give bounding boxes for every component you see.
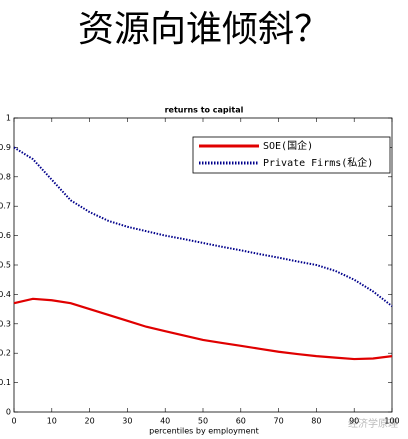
x-tick-label: 90 (349, 417, 359, 426)
y-tick-label: 0.4 (0, 290, 11, 299)
x-tick-label: 80 (311, 417, 321, 426)
y-tick-label: 0.9 (0, 143, 11, 152)
y-tick-label: 0.7 (0, 202, 11, 211)
y-tick-label: 0.3 (0, 319, 11, 328)
y-tick-label: 0.5 (0, 261, 11, 270)
x-tick-label: 50 (198, 417, 208, 426)
legend-label: SOE(国企) (263, 139, 313, 152)
slide-title: 资源向谁倾斜？ (78, 9, 330, 50)
y-tick-label: 0.6 (0, 231, 11, 240)
x-tick-label: 30 (122, 417, 132, 426)
x-tick-label: 70 (274, 417, 284, 426)
legend-label: Private Firms(私企) (263, 156, 373, 169)
y-tick-label: 0.1 (0, 378, 11, 387)
chart-title: returns to capital (165, 106, 244, 115)
y-tick-label: 0.2 (0, 349, 11, 358)
y-tick-label: 0.8 (0, 172, 11, 181)
series-line (13, 297, 393, 361)
y-tick-label: 0 (6, 408, 11, 417)
x-axis-label: percentiles by employment (149, 427, 259, 436)
x-tick-label: 60 (236, 417, 246, 426)
legend-box (192, 136, 391, 174)
x-tick-label: 0 (11, 417, 16, 426)
x-tick-label: 10 (47, 417, 57, 426)
y-tick-label: 1 (6, 114, 11, 123)
x-tick-label: 40 (160, 417, 170, 426)
watermark: 经济学原理 (348, 417, 398, 430)
x-tick-label: 20 (85, 417, 95, 426)
x-tick-label: 100 (384, 417, 399, 426)
